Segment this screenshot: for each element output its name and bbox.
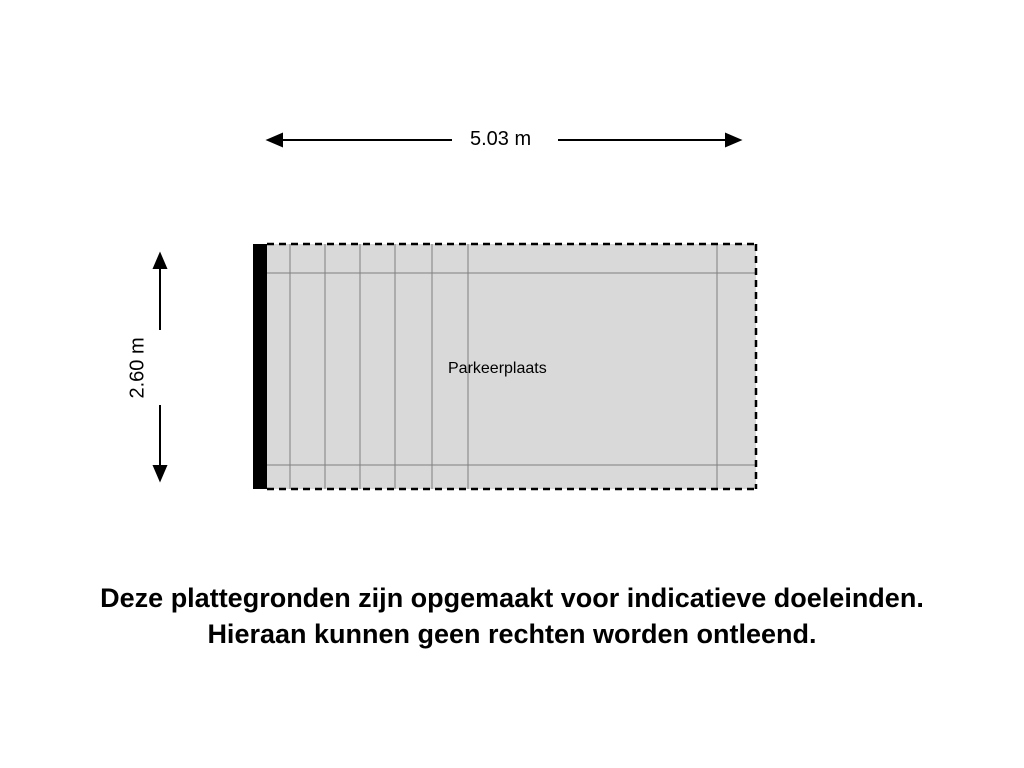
room-label: Parkeerplaats	[448, 360, 547, 378]
solid-wall-left	[253, 244, 267, 489]
disclaimer-line1: Deze plattegronden zijn opgemaakt voor i…	[100, 583, 924, 613]
disclaimer-line2: Hieraan kunnen geen rechten worden ontle…	[207, 619, 816, 649]
floorplan-canvas: 5.03 m 2.60 m Parkeerplaats Deze platteg…	[0, 0, 1024, 768]
dimension-label-width: 5.03 m	[470, 128, 531, 151]
disclaimer-text: Deze plattegronden zijn opgemaakt voor i…	[0, 580, 1024, 653]
dimension-label-height: 2.60 m	[127, 339, 150, 399]
dimension-arrow-left	[154, 254, 166, 480]
